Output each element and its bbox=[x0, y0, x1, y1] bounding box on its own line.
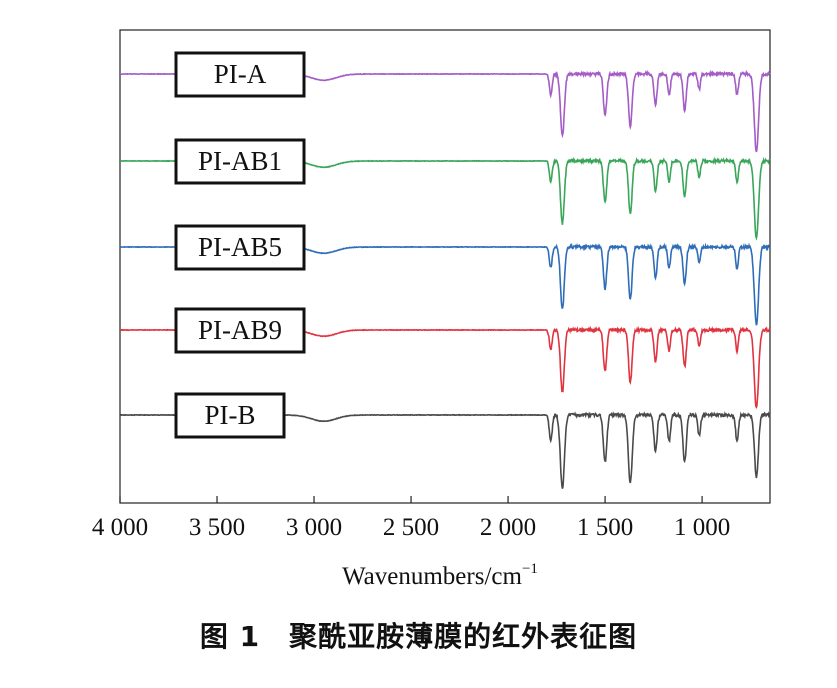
series-label-box bbox=[174, 51, 306, 98]
x-tick-label: 3 500 bbox=[189, 514, 245, 541]
x-tick-label: 2 000 bbox=[480, 514, 536, 541]
series-label-box bbox=[174, 138, 306, 185]
series-label-text: PI-AB9 bbox=[198, 315, 282, 345]
series-label-text: PI-AB5 bbox=[198, 232, 282, 262]
x-tick-label: 2 500 bbox=[383, 514, 439, 541]
series-label-pi-ab9: PI-AB9 bbox=[174, 307, 306, 354]
x-axis-label-superscript: −1 bbox=[522, 561, 538, 577]
series-label-text: PI-B bbox=[204, 400, 255, 430]
plot-frame bbox=[119, 29, 771, 504]
legend-layer: PI-A PI-AB1 PI-AB5 PI-AB9 PI-B bbox=[174, 51, 306, 439]
x-axis: 4 000 3 500 3 000 2 500 2 000 1 500 1 000 bbox=[92, 496, 730, 541]
x-tick-label: 1 500 bbox=[577, 514, 633, 541]
series-label-pi-ab1: PI-AB1 bbox=[174, 138, 306, 185]
series-label-text: PI-AB1 bbox=[198, 146, 282, 176]
series-label-box bbox=[174, 224, 306, 271]
series-label-pi-a: PI-A bbox=[174, 51, 306, 98]
series-label-pi-b: PI-B bbox=[174, 392, 286, 439]
x-axis-label-text: Wavenumbers/cm bbox=[342, 563, 522, 590]
series-label-box bbox=[174, 307, 306, 354]
figure-caption: 图 1 聚酰亚胺薄膜的红外表征图 bbox=[199, 620, 638, 653]
x-tick-label: 3 000 bbox=[286, 514, 342, 541]
x-tick-label: 1 000 bbox=[674, 514, 730, 541]
series-label-text: PI-A bbox=[214, 59, 267, 89]
x-axis-label: Wavenumbers/cm−1 bbox=[342, 561, 538, 590]
series-label-pi-ab5: PI-AB5 bbox=[174, 224, 306, 271]
ftir-chart: PI-A PI-AB1 PI-AB5 PI-AB9 PI-B 4 000 3 500 3 0… bbox=[92, 29, 771, 590]
series-label-box bbox=[174, 392, 286, 439]
x-tick-label: 4 000 bbox=[92, 514, 148, 541]
